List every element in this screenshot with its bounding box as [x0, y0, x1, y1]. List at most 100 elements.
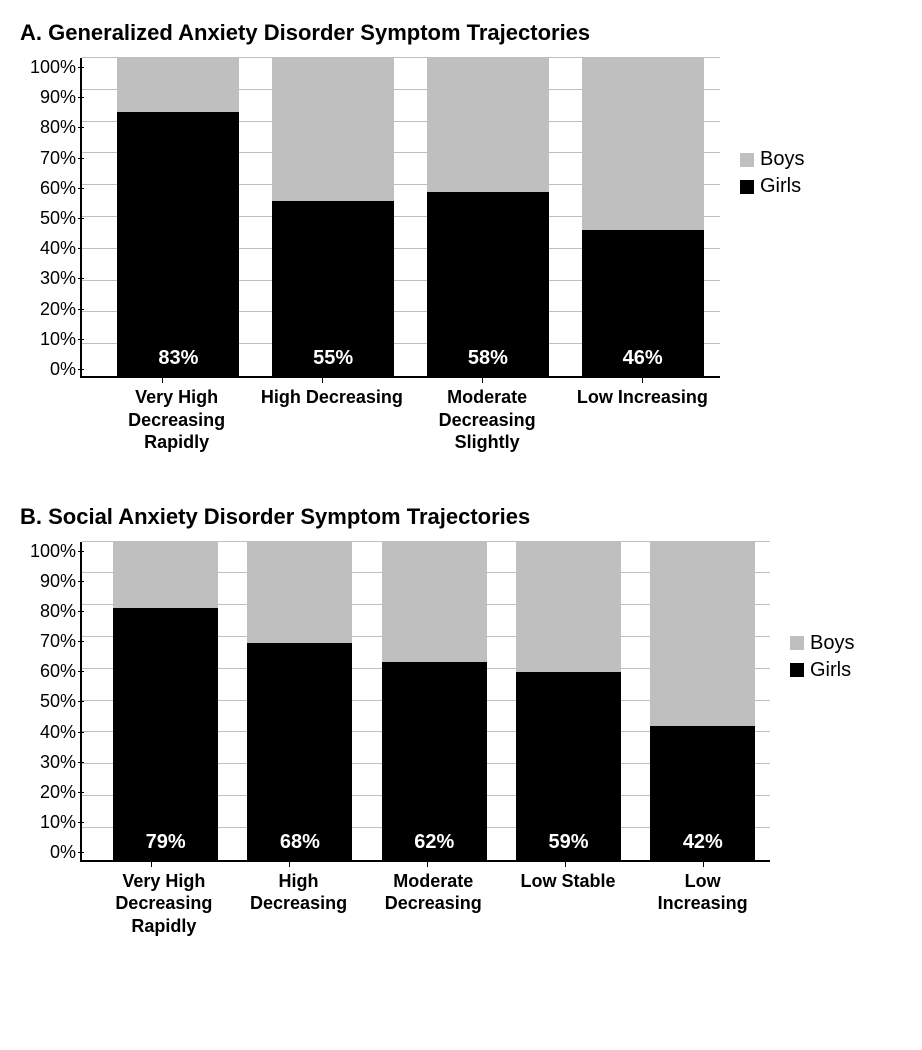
bar-stack: 55%: [272, 58, 394, 376]
bar-segment-girls: [117, 112, 239, 376]
bar-value-label: 58%: [427, 347, 549, 370]
y-axis-tick: 60%: [20, 662, 76, 680]
bar-slot: 58%: [411, 58, 566, 376]
bar-value-label: 55%: [272, 347, 394, 370]
y-axis-tick: 80%: [20, 602, 76, 620]
y-axis-tick: 20%: [20, 300, 76, 318]
x-axis-labels: Very HighDecreasingRapidlyHigh Decreasin…: [80, 386, 720, 454]
x-axis-tick: [642, 377, 643, 383]
y-axis-tick: 10%: [20, 813, 76, 831]
y-axis-tick: 60%: [20, 179, 76, 197]
x-axis-label: Very HighDecreasingRapidly: [99, 386, 254, 454]
chart-title: B. Social Anxiety Disorder Symptom Traje…: [20, 504, 902, 530]
legend-label: Girls: [760, 175, 801, 198]
plot-with-axis: 100%90%80%70%60%50%40%30%20%10%0%79%68%6…: [20, 542, 770, 938]
y-axis-tick: 50%: [20, 209, 76, 227]
bar-value-label: 46%: [582, 347, 704, 370]
bar-value-label: 68%: [247, 831, 352, 854]
bar-segment-boys: [247, 542, 352, 644]
legend-item: Boys: [790, 632, 854, 655]
y-axis: 100%90%80%70%60%50%40%30%20%10%0%: [20, 58, 76, 378]
y-axis-tick: 90%: [20, 572, 76, 590]
bar-slot: 79%: [99, 542, 233, 860]
y-axis: 100%90%80%70%60%50%40%30%20%10%0%: [20, 542, 76, 862]
bar-segment-girls: [113, 608, 218, 859]
bar-slot: 55%: [256, 58, 411, 376]
plot-frame: 100%90%80%70%60%50%40%30%20%10%0%79%68%6…: [20, 542, 770, 938]
bar-slot: 59%: [501, 542, 635, 860]
y-axis-tick: 0%: [20, 843, 76, 861]
y-axis-tick: 30%: [20, 269, 76, 287]
y-axis-tick: 70%: [20, 149, 76, 167]
bar-value-label: 42%: [650, 831, 755, 854]
bar-slot: 46%: [565, 58, 720, 376]
plot-area: 83% 55% 58% 46%: [80, 58, 720, 378]
x-axis-label: LowIncreasing: [635, 870, 770, 938]
x-axis-labels: Very HighDecreasingRapidlyHighDecreasing…: [80, 870, 770, 938]
y-axis-tick: 50%: [20, 692, 76, 710]
plot-area: 79% 68% 62% 59% 42%: [80, 542, 770, 862]
bars-container: 79% 68% 62% 59% 42%: [82, 542, 770, 860]
x-axis-tick: [289, 861, 290, 867]
x-axis-tick: [151, 861, 152, 867]
bar-value-label: 83%: [117, 347, 239, 370]
x-axis-tick: [565, 861, 566, 867]
y-axis-tick: 10%: [20, 330, 76, 348]
bar-segment-boys: [650, 542, 755, 726]
bar-stack: 68%: [247, 542, 352, 860]
bar-slot: 42%: [636, 542, 770, 860]
x-axis-tick: [703, 861, 704, 867]
legend-item: Girls: [740, 175, 804, 198]
bar-segment-boys: [516, 542, 621, 672]
chart-block: A. Generalized Anxiety Disorder Symptom …: [20, 20, 902, 454]
x-axis-label: ModerateDecreasing: [366, 870, 501, 938]
legend-swatch: [790, 663, 804, 677]
bar-segment-boys: [117, 58, 239, 112]
chart-title: A. Generalized Anxiety Disorder Symptom …: [20, 20, 902, 46]
bar-stack: 42%: [650, 542, 755, 860]
bar-value-label: 59%: [516, 831, 621, 854]
legend: Boys Girls: [790, 632, 854, 686]
y-axis-tick: 30%: [20, 753, 76, 771]
bar-segment-boys: [272, 58, 394, 201]
bar-slot: 83%: [101, 58, 256, 376]
x-axis-label: High Decreasing: [254, 386, 409, 454]
bar-slot: 62%: [367, 542, 501, 860]
bar-stack: 58%: [427, 58, 549, 376]
bar-value-label: 62%: [382, 831, 487, 854]
y-axis-tick: 70%: [20, 632, 76, 650]
bar-stack: 46%: [582, 58, 704, 376]
legend-item: Boys: [740, 148, 804, 171]
legend-item: Girls: [790, 659, 854, 682]
legend: Boys Girls: [740, 148, 804, 202]
legend-label: Boys: [810, 632, 854, 655]
bar-value-label: 79%: [113, 831, 218, 854]
x-axis-label: Very HighDecreasingRapidly: [97, 870, 232, 938]
chart-row: 100%90%80%70%60%50%40%30%20%10%0%83%55%5…: [20, 58, 902, 454]
y-axis-tick: 20%: [20, 783, 76, 801]
bar-stack: 79%: [113, 542, 218, 860]
bar-slot: 68%: [233, 542, 367, 860]
plot-with-axis: 100%90%80%70%60%50%40%30%20%10%0%83%55%5…: [20, 58, 720, 454]
bar-segment-boys: [427, 58, 549, 192]
bar-stack: 59%: [516, 542, 621, 860]
legend-swatch: [790, 636, 804, 650]
y-axis-tick: 100%: [20, 58, 76, 76]
bar-segment-boys: [582, 58, 704, 230]
x-axis-label: Low Increasing: [565, 386, 720, 454]
plot-frame: 100%90%80%70%60%50%40%30%20%10%0%83%55%5…: [20, 58, 720, 454]
chart-block: B. Social Anxiety Disorder Symptom Traje…: [20, 504, 902, 938]
legend-label: Boys: [760, 148, 804, 171]
x-axis-tick: [482, 377, 483, 383]
y-axis-tick: 40%: [20, 239, 76, 257]
bar-stack: 83%: [117, 58, 239, 376]
x-axis-tick: [322, 377, 323, 383]
y-axis-tick: 80%: [20, 118, 76, 136]
plot-wrap: 83% 55% 58% 46% Very HighDecreasingRapidlyHi…: [80, 58, 720, 454]
x-axis-label: HighDecreasing: [231, 870, 366, 938]
x-axis-tick: [427, 861, 428, 867]
bar-segment-girls: [247, 643, 352, 859]
chart-row: 100%90%80%70%60%50%40%30%20%10%0%79%68%6…: [20, 542, 902, 938]
bar-stack: 62%: [382, 542, 487, 860]
y-axis-tick: 0%: [20, 360, 76, 378]
